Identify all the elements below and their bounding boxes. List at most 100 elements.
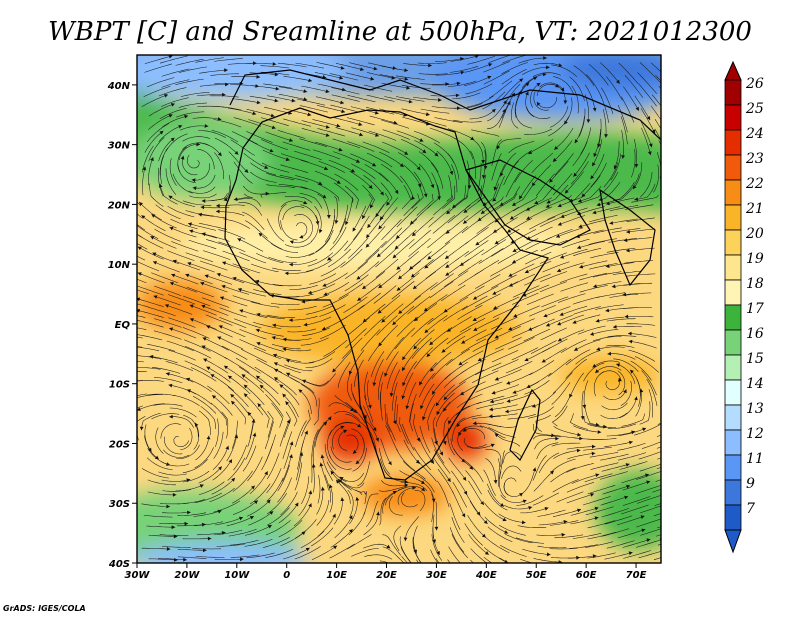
streamline	[380, 163, 403, 184]
streamline	[317, 513, 336, 537]
streamline	[346, 117, 375, 126]
streamline-arrow	[431, 498, 436, 503]
streamline	[280, 200, 308, 208]
streamline	[640, 528, 661, 536]
streamline	[443, 417, 449, 445]
streamline-arrow	[386, 544, 391, 549]
streamline	[625, 247, 655, 252]
streamline	[623, 86, 640, 111]
streamline	[435, 71, 465, 76]
streamline	[169, 158, 177, 186]
streamline-arrow	[504, 530, 509, 534]
streamline-arrow	[216, 272, 221, 277]
streamline	[285, 372, 313, 385]
streamline	[609, 205, 639, 212]
streamline	[559, 273, 588, 283]
streamline	[192, 117, 222, 120]
streamline	[366, 94, 395, 102]
streamline	[631, 194, 659, 203]
streamline	[195, 57, 224, 63]
streamline-arrow	[513, 313, 518, 318]
streamline	[498, 513, 526, 523]
streamline	[443, 381, 466, 401]
streamline	[624, 75, 644, 98]
streamline	[261, 443, 273, 471]
streamline-arrow	[303, 322, 308, 327]
streamline-arrow	[187, 389, 191, 393]
streamline	[363, 543, 391, 549]
streamline	[509, 205, 536, 220]
streamline-arrow	[461, 340, 466, 344]
streamline-arrow	[339, 476, 344, 481]
streamline	[151, 413, 180, 420]
streamline	[137, 320, 164, 328]
streamline	[289, 316, 318, 321]
streamline	[531, 152, 553, 173]
streamline-arrow	[238, 288, 242, 292]
streamline	[602, 109, 607, 138]
streamline	[249, 72, 279, 76]
streamline-arrow	[492, 291, 497, 295]
streamline-arrow	[348, 529, 353, 533]
streamline	[601, 402, 628, 411]
streamline	[540, 271, 568, 283]
streamline	[572, 314, 601, 324]
streamline	[242, 211, 265, 230]
streamline	[137, 334, 163, 341]
streamline-arrow	[596, 202, 601, 207]
streamline	[266, 507, 290, 526]
streamline	[626, 217, 656, 222]
streamline	[528, 305, 556, 317]
streamline	[172, 173, 193, 194]
streamline	[611, 228, 641, 233]
streamline	[446, 194, 467, 215]
streamline	[443, 369, 467, 388]
streamline-arrow	[664, 526, 668, 530]
streamline-arrow	[616, 79, 620, 84]
streamline	[411, 216, 434, 237]
streamline	[314, 206, 322, 234]
streamline	[401, 492, 418, 508]
streamline	[182, 459, 208, 473]
streamline-arrow	[289, 441, 294, 446]
streamline	[346, 534, 372, 550]
streamline	[184, 360, 211, 374]
streamline	[266, 218, 285, 242]
streamline	[357, 249, 380, 269]
streamline	[144, 435, 160, 460]
streamline	[179, 125, 209, 131]
streamline-arrow	[187, 262, 192, 266]
streamline	[279, 419, 290, 447]
streamline-arrow	[422, 149, 427, 154]
streamline	[616, 363, 636, 384]
streamline-arrow	[357, 297, 362, 301]
streamline	[623, 307, 652, 309]
streamline	[379, 485, 408, 492]
streamline-arrow	[216, 209, 220, 214]
streamline	[521, 73, 547, 88]
streamline-arrow	[228, 459, 232, 464]
colorbar-label: 21	[745, 201, 764, 217]
streamline	[360, 329, 381, 351]
streamline-arrow	[524, 269, 529, 274]
streamline	[566, 482, 594, 493]
streamline	[321, 316, 348, 331]
streamline	[418, 73, 448, 75]
coastlines	[224, 69, 661, 481]
streamline	[280, 531, 306, 546]
streamline	[266, 172, 295, 181]
streamline-arrow	[230, 394, 235, 398]
streamline-arrow	[593, 152, 597, 157]
streamline-arrow	[613, 165, 618, 170]
streamline	[452, 482, 468, 508]
streamline	[326, 461, 347, 483]
streamline	[370, 351, 385, 377]
streamline-arrow	[462, 428, 467, 432]
streamline	[575, 350, 601, 365]
streamline	[592, 271, 622, 278]
lat-tick-label: 20S	[109, 439, 130, 450]
streamline	[619, 396, 637, 419]
streamline	[585, 506, 614, 516]
streamline	[382, 546, 405, 563]
streamline	[483, 556, 493, 563]
